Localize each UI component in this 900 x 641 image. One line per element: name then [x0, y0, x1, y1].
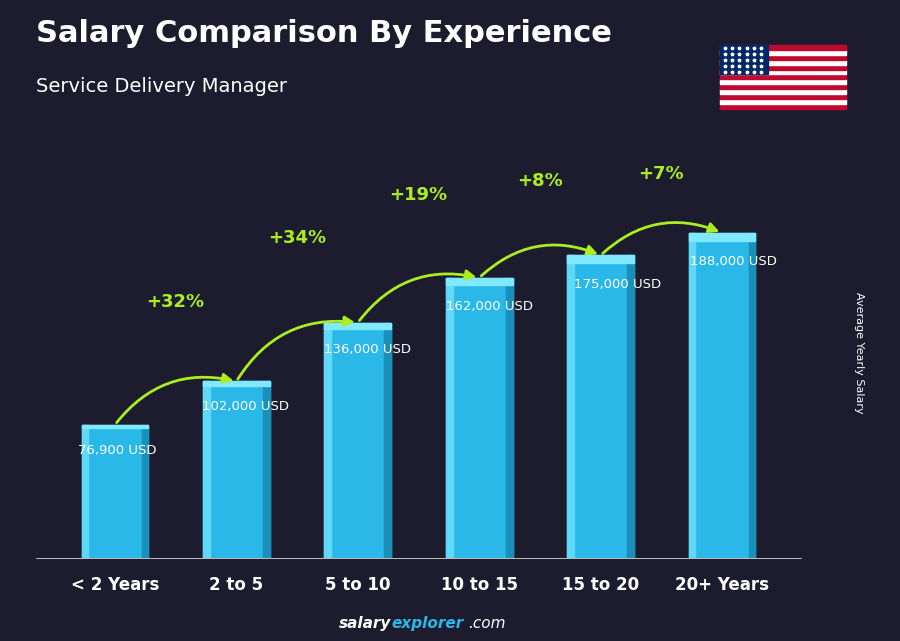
Bar: [567, 255, 634, 263]
Text: 102,000 USD: 102,000 USD: [202, 401, 290, 413]
Bar: [141, 425, 149, 558]
Text: Service Delivery Manager: Service Delivery Manager: [36, 77, 287, 96]
Text: +7%: +7%: [638, 165, 684, 183]
Bar: [567, 255, 574, 558]
Text: +8%: +8%: [518, 172, 562, 190]
Text: Salary Comparison By Experience: Salary Comparison By Experience: [36, 19, 612, 48]
Bar: [720, 54, 846, 60]
Text: 136,000 USD: 136,000 USD: [324, 344, 410, 356]
Bar: [324, 322, 392, 329]
Bar: [324, 322, 392, 558]
Text: 162,000 USD: 162,000 USD: [446, 300, 534, 313]
Text: 76,900 USD: 76,900 USD: [78, 444, 157, 457]
Bar: [203, 381, 270, 558]
Bar: [324, 322, 331, 558]
Bar: [720, 65, 846, 69]
Bar: [203, 381, 210, 558]
Bar: [720, 74, 846, 79]
Bar: [688, 233, 755, 558]
Bar: [82, 425, 88, 558]
Bar: [688, 233, 696, 558]
Text: +34%: +34%: [268, 229, 326, 247]
Bar: [720, 45, 846, 50]
Bar: [720, 60, 846, 65]
Text: Average Yearly Salary: Average Yearly Salary: [854, 292, 865, 413]
Bar: [82, 425, 148, 558]
Bar: [688, 233, 755, 241]
Bar: [720, 94, 846, 99]
Text: 175,000 USD: 175,000 USD: [574, 278, 662, 291]
Bar: [720, 99, 846, 104]
Bar: [720, 104, 846, 109]
Text: explorer: explorer: [392, 617, 464, 631]
Bar: [203, 381, 270, 386]
Bar: [720, 79, 846, 85]
Text: +32%: +32%: [147, 293, 204, 311]
Bar: [720, 69, 846, 74]
Bar: [446, 278, 513, 285]
Bar: [567, 255, 634, 558]
Bar: [446, 278, 513, 558]
Bar: [506, 278, 513, 558]
Bar: [720, 45, 768, 74]
Bar: [720, 50, 846, 54]
Text: +19%: +19%: [390, 186, 447, 204]
Bar: [82, 425, 148, 428]
Bar: [720, 89, 846, 94]
Bar: [627, 255, 634, 558]
Bar: [263, 381, 270, 558]
Bar: [720, 85, 846, 89]
Text: salary: salary: [339, 617, 392, 631]
Bar: [384, 322, 392, 558]
Text: 188,000 USD: 188,000 USD: [690, 255, 778, 269]
Text: .com: .com: [468, 617, 506, 631]
Bar: [446, 278, 453, 558]
Bar: [749, 233, 755, 558]
